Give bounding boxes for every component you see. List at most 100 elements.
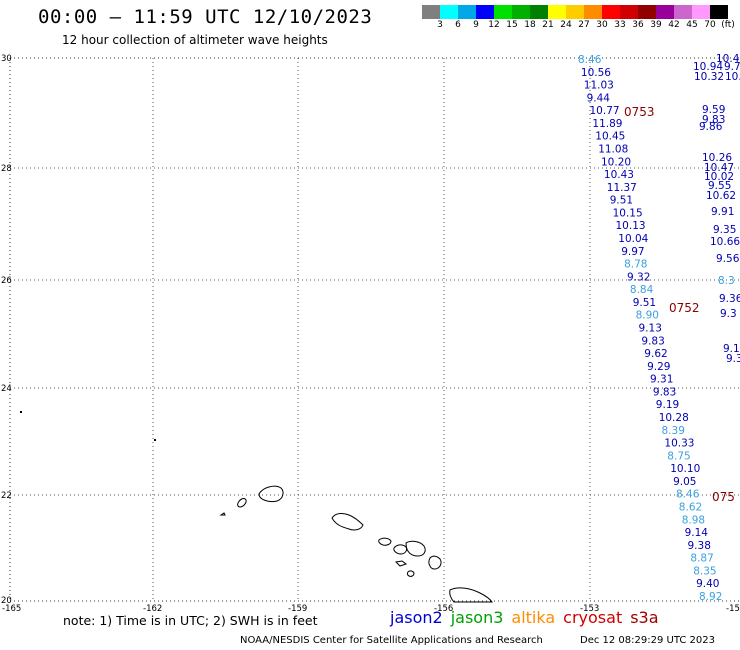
atoll-dot-2 [154,439,156,441]
wave-height-value: 8.46 [676,489,700,501]
altimeter-track-jason2-west: 8.4610.5611.039.4410.7711.8910.4511.0810… [578,54,722,603]
color-scale-label: 36 [632,20,644,30]
color-scale-label: 42 [668,20,680,30]
wave-height-value: 9.55 [708,180,731,192]
island-hawaii [428,555,442,570]
color-scale-label: 6 [455,20,461,30]
wave-height-value: 9.83 [702,114,725,126]
color-swatch [530,5,548,19]
wave-height-value: 9.38 [688,540,711,552]
wave-height-value: 10.77 [590,105,620,117]
island-molokai [331,512,364,531]
color-scale-label: 24 [560,20,572,30]
wave-height-value: 9.51 [610,195,633,207]
satellite-legend: jason2 jason3 altika cryosat s3a [390,608,667,627]
wave-height-value: 8.90 [636,310,659,322]
island-oahu [258,485,284,503]
wave-height-value: 8.75 [667,450,690,462]
wave-height-value: 10.04 [618,233,648,245]
island-hawaii-north [449,587,493,603]
island-kauai [237,498,247,508]
wave-height-value: 9.35 [713,224,736,236]
wave-height-value: 10.43 [604,169,634,181]
wave-height-value: 10.62 [706,190,736,202]
wave-height-value: 10.4 [716,53,740,65]
wave-height-value: 9.83 [641,335,664,347]
color-swatch [692,5,710,19]
island-molokini [406,570,415,577]
wave-height-value: 10.26 [702,152,732,164]
wave-height-value: 9.13 [639,323,662,335]
map-note: note: 1) Time is in UTC; 2) SWH is in fe… [63,613,318,628]
color-scale-label: 70 [704,20,716,30]
axis-tick-labels: -165 -162 -159 -156 -153 -15 30 28 26 24 22 20 [1,54,740,614]
wave-height-value: 10.94 [693,61,723,73]
altimeter-track-jason2-east: 10.410.949.710.3210.9.599.839.8610.2610.… [693,53,740,365]
wave-height-value: 9.83 [653,386,676,398]
color-swatch [548,5,566,19]
wave-height-value: 10.10 [670,463,700,475]
longitude-tick-label: -159 [288,604,307,614]
wave-height-value: 10.32 [694,71,724,83]
credit-line: NOAA/NESDIS Center for Satellite Applica… [240,635,543,646]
color-scale-label: 9 [473,20,479,30]
color-scale-label: 15 [506,20,518,30]
latitude-tick-label: 28 [1,164,12,174]
wave-height-value: 9.51 [633,297,656,309]
color-scale-label: 3 [437,20,443,30]
wave-height-value: 9.14 [685,527,709,539]
color-swatch [476,5,494,19]
wave-height-value: 8.46 [578,54,602,66]
color-scale-label: 12 [488,20,500,30]
color-swatch [620,5,638,19]
wave-height-value: 9.29 [647,361,670,373]
color-swatch [602,5,620,19]
longitude-tick-label: -153 [580,604,599,614]
wave-height-value: 9.32 [627,271,650,283]
island-niihau [219,512,226,516]
legend-entry-jason3: jason3 [450,608,504,627]
latitude-tick-label: 22 [1,491,12,501]
wave-height-value: 9.86 [699,121,723,133]
wave-height-value: 8.62 [679,502,702,514]
longitude-tick-label: -15 [726,604,740,614]
color-scale-label: (ft) [721,20,735,30]
wave-height-value: 9.31 [650,374,673,386]
wave-height-value: 8.3 [718,275,735,287]
wave-height-value: 8.98 [682,514,705,526]
legend-entry-altika: altika [511,608,556,627]
map-title: 00:00 – 11:59 UTC 12/10/2023 [38,6,373,28]
color-swatch [638,5,656,19]
longitude-tick-label: -165 [2,604,21,614]
color-swatch [458,5,476,19]
lat-lon-grid [9,57,740,602]
wave-height-value: 11.08 [598,144,628,156]
wave-height-value: 10.20 [601,156,631,168]
wave-height-value: 10.33 [664,438,694,450]
generation-timestamp: Dec 12 08:29:29 UTC 2023 [580,635,715,646]
wave-height-value: 10. [725,71,740,83]
wave-height-value: 9.91 [711,206,734,218]
wave-height-value: 10.47 [704,162,734,174]
longitude-tick-label: -156 [434,604,453,614]
island-lanai [378,537,392,546]
color-swatch [674,5,692,19]
hawaiian-islands [219,485,493,603]
color-scale-label: 27 [578,20,590,30]
wave-height-value: 10.13 [616,220,646,232]
wave-height-value: 10.56 [581,67,611,79]
wave-height-value: 9.56 [716,253,740,265]
wave-height-value: 9.59 [702,104,725,116]
island-kahoolawe [394,560,408,567]
wave-height-value: 10.28 [659,412,689,424]
wave-height-value: 10.15 [613,207,643,219]
longitude-tick-label: -162 [143,604,162,614]
wave-height-value: 9.3 [720,308,737,320]
pass-time-label: 0752 [669,301,700,315]
island-maui-w [393,544,408,555]
color-scale-label: 21 [542,20,554,30]
color-scale-label: 33 [614,20,626,30]
legend-entry-s3a: s3a [630,608,659,627]
color-swatch [440,5,458,19]
